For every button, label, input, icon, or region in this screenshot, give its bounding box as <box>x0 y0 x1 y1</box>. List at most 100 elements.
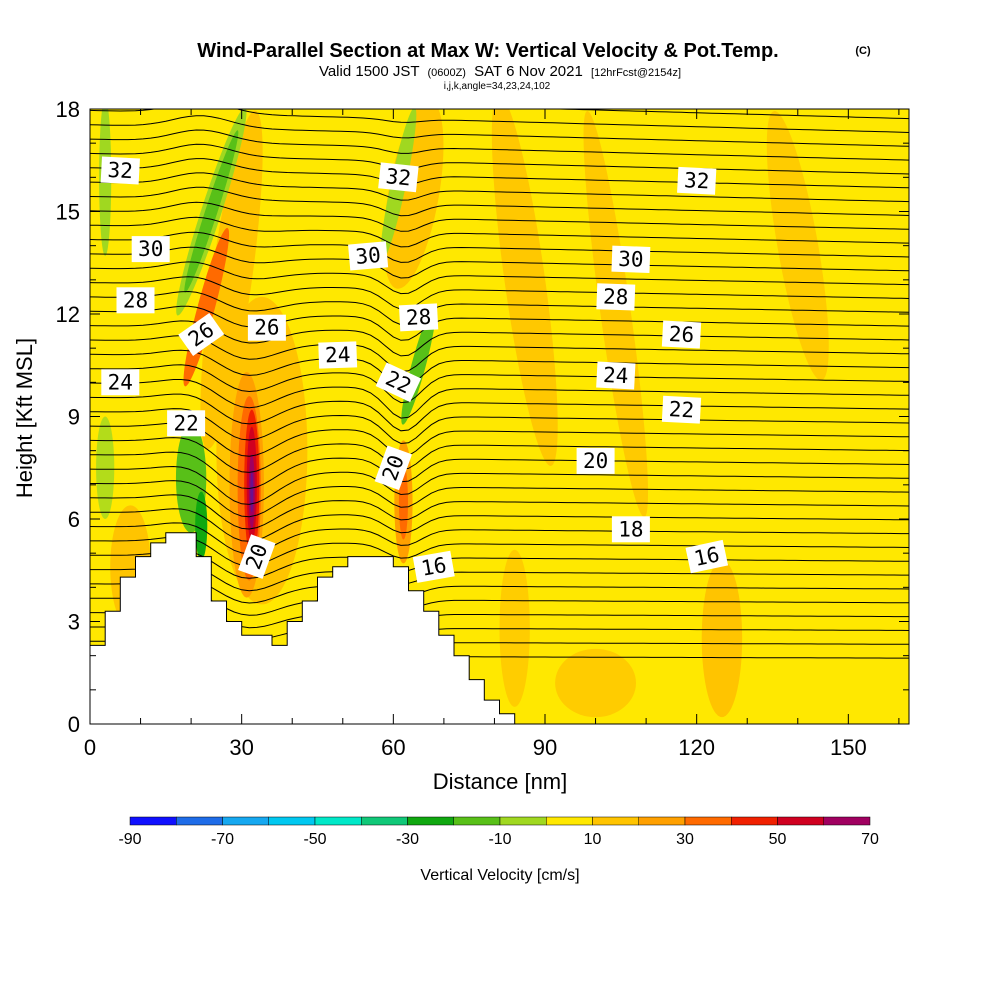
x-tick-label: 60 <box>381 735 405 760</box>
isentrope-line <box>90 216 909 248</box>
colorbar-swatch <box>638 816 686 826</box>
colorbar-label: Vertical Velocity [cm/s] <box>420 867 579 884</box>
colorbar-swatch <box>407 816 454 826</box>
contour-label-text: 24 <box>325 343 351 368</box>
colorbar-tick-label: -70 <box>211 831 234 848</box>
terrain <box>90 532 516 724</box>
updraft-band <box>383 109 444 289</box>
contour-label-text: 16 <box>692 542 722 571</box>
contour-label-text: 30 <box>138 237 163 261</box>
isentrope-line <box>90 246 909 279</box>
contour-label-box <box>596 361 636 390</box>
isentrope-line <box>90 508 909 542</box>
x-tick-label: 120 <box>678 735 715 760</box>
x-tick-label: 0 <box>84 735 96 760</box>
contour-label-text: 28 <box>603 284 629 309</box>
isentrope-line <box>90 393 909 432</box>
contour-label-text: 26 <box>668 322 695 347</box>
isentrope-line <box>90 276 909 310</box>
contour-label-box <box>116 287 155 314</box>
isentrope-line <box>90 578 909 604</box>
isentrope-line <box>90 379 909 419</box>
contour-label-text: 22 <box>668 397 695 422</box>
isentrope-line <box>541 109 909 120</box>
updraft-band <box>491 109 558 466</box>
contour-label-text: 30 <box>354 243 381 269</box>
colorbar-swatch <box>777 816 824 826</box>
contour-label-text: 22 <box>173 411 198 435</box>
colorbar-swatch <box>176 816 223 826</box>
isentrope-line <box>90 172 909 203</box>
isentrope-line <box>90 536 909 567</box>
colorbar-swatch <box>129 816 177 826</box>
isentrope-line <box>90 494 909 530</box>
contour-label: 30 <box>131 236 170 263</box>
isentrope-line <box>90 349 909 388</box>
contour-label: 28 <box>116 287 155 314</box>
colorbar-swatch <box>361 816 408 826</box>
x-axis-label: Distance [nm] <box>433 769 568 794</box>
y-tick-label: 18 <box>56 97 80 122</box>
valid-date: SAT 6 Nov 2021 <box>474 63 583 80</box>
chart-title: Wind-Parallel Section at Max W: Vertical… <box>197 40 778 62</box>
contour-label-text: 24 <box>603 363 630 388</box>
contour-label-box <box>101 369 140 396</box>
contour-label-box <box>238 534 276 579</box>
isentrope-line <box>90 129 909 161</box>
contour-label-text: 16 <box>419 553 448 581</box>
isentrope-line <box>90 186 909 217</box>
contour-label-text: 32 <box>107 158 134 183</box>
isentrope-line <box>90 564 909 592</box>
section-info: i,j,k,angle=34,23,24,102 <box>444 81 551 92</box>
contour-label: 28 <box>596 283 636 311</box>
contour-label-box <box>100 156 140 185</box>
x-tick-label: 30 <box>229 735 253 760</box>
y-tick-label: 15 <box>56 200 80 225</box>
y-tick-label: 3 <box>68 610 80 635</box>
contour-label-box <box>576 447 615 474</box>
y-tick-label: 9 <box>68 405 80 430</box>
contour-label-box <box>375 362 422 403</box>
isentrope-line <box>90 437 909 473</box>
contour-label-text: 26 <box>254 316 279 340</box>
colorbar-swatch <box>731 816 778 826</box>
isentrope-line <box>90 364 909 404</box>
y-tick-label: 6 <box>68 507 80 532</box>
colorbar: -90 -70 -50 -30 -10 10 30 50 70 <box>118 816 879 848</box>
contour-label: 16 <box>412 550 455 583</box>
colorbar-swatch <box>499 816 547 826</box>
downdraft-core <box>184 130 239 293</box>
contour-label-box <box>131 236 170 263</box>
contour-label-text: 28 <box>405 305 432 330</box>
contour-label-box <box>677 166 717 195</box>
contour-label: 22 <box>661 395 702 424</box>
isentrope-line <box>90 143 909 175</box>
colorbar-tick-label: 10 <box>584 831 602 848</box>
isentrope-line <box>90 320 909 357</box>
contour-label: 32 <box>100 156 140 185</box>
valid-time: Valid 1500 JST <box>319 63 419 80</box>
contour-label-box <box>611 516 650 543</box>
isentrope-line <box>90 201 909 232</box>
colorbar-swatch <box>222 816 269 826</box>
updraft-band <box>200 110 263 450</box>
contour-label-text: 32 <box>683 168 710 193</box>
contour-label: 28 <box>398 303 439 332</box>
colorbar-swatch <box>268 816 316 826</box>
contour-label-text: 28 <box>123 288 148 312</box>
isentrope-line <box>90 550 909 579</box>
downdraft-core <box>96 416 115 519</box>
isentrope-line <box>90 408 909 445</box>
contour-label: 22 <box>167 410 206 437</box>
contour-label: 24 <box>101 369 140 396</box>
x-tick-label: 90 <box>533 735 557 760</box>
updraft-band <box>766 111 829 381</box>
updraft-core <box>250 471 254 513</box>
isentrope-line <box>90 305 909 341</box>
contour-label-box <box>685 539 729 574</box>
contour-label-box <box>412 550 455 583</box>
copyright-mark: (C) <box>855 45 871 57</box>
